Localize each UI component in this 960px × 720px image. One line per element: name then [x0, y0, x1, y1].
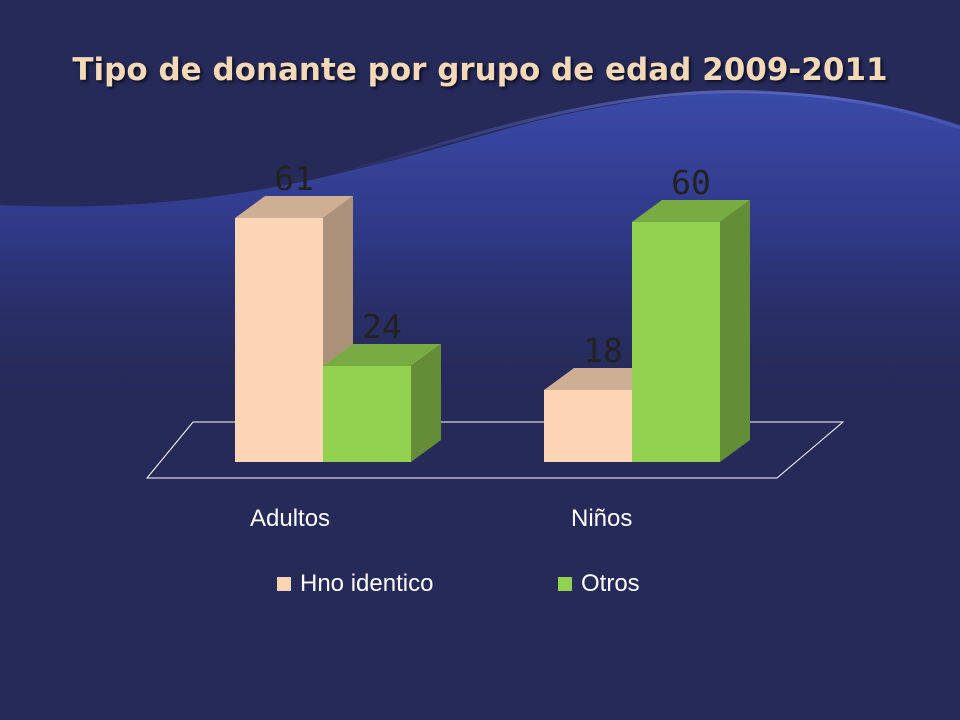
category-label-ninos: Niños [571, 505, 633, 532]
legend-swatch-hno-identico [277, 577, 291, 591]
legend: Hno identico Otros [0, 570, 960, 606]
legend-item-otros: Otros [558, 570, 640, 598]
chart-floor [145, 421, 845, 479]
legend-label-otros: Otros [581, 570, 640, 597]
data-label-adultos-otros: 24 [362, 307, 402, 346]
bar-top-adultos-otros [323, 344, 441, 366]
bar-side-adultos-otros [411, 344, 441, 462]
legend-label-hno-identico: Hno identico [300, 570, 434, 597]
bar-top-ni-os-otros [632, 200, 750, 222]
bar-top-adultos-hno-identico [235, 196, 353, 218]
category-label-adultos: Adultos [250, 505, 331, 532]
bars-group: 61 24 18 60 [235, 159, 750, 462]
data-label-ni-os-otros: 60 [671, 163, 711, 202]
bar-adultos-hno-identico [235, 218, 323, 462]
legend-swatch-otros [558, 577, 572, 591]
legend-item-hno-identico: Hno identico [277, 570, 433, 598]
bar-side-ni-os-otros [720, 200, 750, 462]
chart-title: Tipo de donante por grupo de edad 2009-2… [72, 52, 888, 88]
bar-ni-os-otros [632, 222, 720, 462]
data-label-adultos-hno-identico: 61 [274, 159, 314, 198]
data-label-ni-os-hno-identico: 18 [583, 331, 623, 370]
bar-adultos-otros [323, 366, 411, 462]
bar-ni-os-hno-identico [544, 390, 632, 462]
